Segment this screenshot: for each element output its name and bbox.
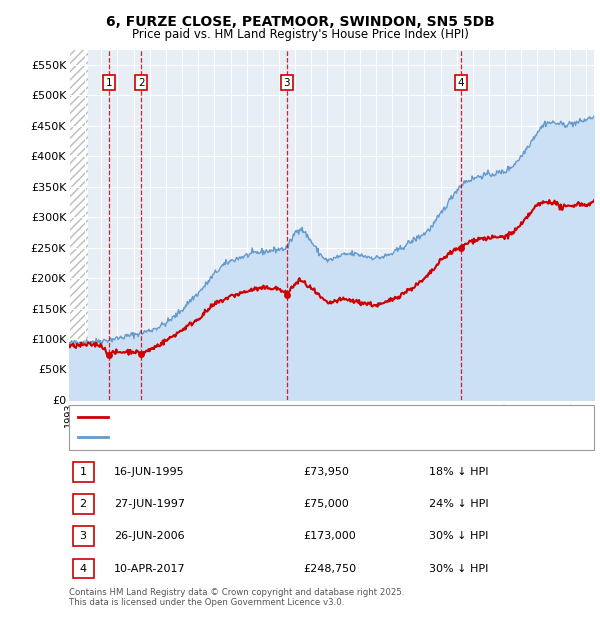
Text: 6, FURZE CLOSE, PEATMOOR, SWINDON, SN5 5DB: 6, FURZE CLOSE, PEATMOOR, SWINDON, SN5 5… [106,16,494,30]
Text: 1: 1 [80,467,86,477]
Text: 16-JUN-1995: 16-JUN-1995 [114,467,185,477]
Text: Price paid vs. HM Land Registry's House Price Index (HPI): Price paid vs. HM Land Registry's House … [131,28,469,41]
Text: 10-APR-2017: 10-APR-2017 [114,564,185,574]
Text: 24% ↓ HPI: 24% ↓ HPI [429,499,488,509]
Text: 4: 4 [80,564,86,574]
Text: 6, FURZE CLOSE, PEATMOOR, SWINDON, SN5 5DB (detached house): 6, FURZE CLOSE, PEATMOOR, SWINDON, SN5 5… [114,412,469,422]
Text: £73,950: £73,950 [303,467,349,477]
Text: 2: 2 [80,499,86,509]
Text: 3: 3 [283,78,290,88]
Text: Contains HM Land Registry data © Crown copyright and database right 2025.
This d: Contains HM Land Registry data © Crown c… [69,588,404,607]
Text: 1: 1 [106,78,112,88]
Text: 27-JUN-1997: 27-JUN-1997 [114,499,185,509]
Text: HPI: Average price, detached house, Swindon: HPI: Average price, detached house, Swin… [114,432,351,442]
Text: 2: 2 [138,78,145,88]
Text: £173,000: £173,000 [303,531,356,541]
Text: 18% ↓ HPI: 18% ↓ HPI [429,467,488,477]
Text: £75,000: £75,000 [303,499,349,509]
Text: 26-JUN-2006: 26-JUN-2006 [114,531,185,541]
Text: £248,750: £248,750 [303,564,356,574]
Text: 30% ↓ HPI: 30% ↓ HPI [429,531,488,541]
Bar [69,50,88,400]
Text: 3: 3 [80,531,86,541]
Text: 30% ↓ HPI: 30% ↓ HPI [429,564,488,574]
Text: 4: 4 [458,78,464,88]
